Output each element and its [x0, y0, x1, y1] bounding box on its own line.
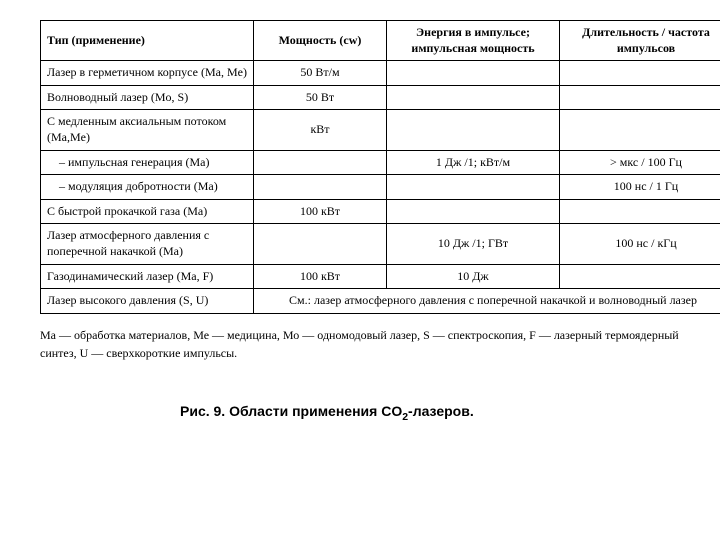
table-row: – импульсная генерация (Ма) 1 Дж /1; кВт… — [41, 150, 720, 175]
table-body: Лазер в герметичном корпусе (Ma, Me) 50 … — [41, 61, 720, 314]
cell-power: 100 кВт — [254, 199, 387, 224]
cell-duration — [560, 199, 720, 224]
figure-caption: Рис. 9. Области применения CO2-лазеров. — [180, 402, 580, 424]
cell-energy — [387, 61, 560, 86]
cell-power — [254, 150, 387, 175]
cell-type: Лазер атмосферного давления с поперечной… — [41, 224, 254, 264]
table-header-row: Тип (применение) Мощность (cw) Энергия в… — [41, 21, 720, 61]
col-header-duration: Длительность / частота импульсов — [560, 21, 720, 61]
cell-power: 50 Вт/м — [254, 61, 387, 86]
table-row: Лазер в герметичном корпусе (Ma, Me) 50 … — [41, 61, 720, 86]
cell-type: Волноводный лазер (Mo, S) — [41, 85, 254, 110]
cell-type: С быстрой прокачкой газа (Ма) — [41, 199, 254, 224]
laser-table: Тип (применение) Мощность (cw) Энергия в… — [40, 20, 720, 314]
table-row: С медленным аксиальным потоком (Ma,Me) к… — [41, 110, 720, 150]
legend-text: Ма — обработка материалов, Ме — медицина… — [40, 326, 680, 362]
table-row: Газодинамический лазер (Ma, F) 100 кВт 1… — [41, 264, 720, 289]
col-header-energy: Энергия в импульсе; импульсная мощность — [387, 21, 560, 61]
cell-duration: > мкс / 100 Гц — [560, 150, 720, 175]
cell-power: 50 Вт — [254, 85, 387, 110]
cell-energy — [387, 199, 560, 224]
cell-energy: 10 Дж /1; ГВт — [387, 224, 560, 264]
cell-duration — [560, 264, 720, 289]
cell-duration — [560, 61, 720, 86]
cell-duration: 100 нс / 1 Гц — [560, 175, 720, 200]
cell-power — [254, 175, 387, 200]
caption-prefix: Рис. 9. Области применения CO — [180, 403, 402, 419]
cell-energy — [387, 85, 560, 110]
cell-duration — [560, 85, 720, 110]
cell-type: Лазер в герметичном корпусе (Ma, Me) — [41, 61, 254, 86]
cell-merged-note: См.: лазер атмосферного давления с попер… — [254, 289, 720, 314]
table-row: Лазер высокого давления (S, U) См.: лазе… — [41, 289, 720, 314]
cell-type: – импульсная генерация (Ма) — [41, 150, 254, 175]
cell-power — [254, 224, 387, 264]
cell-energy: 1 Дж /1; кВт/м — [387, 150, 560, 175]
col-header-type: Тип (применение) — [41, 21, 254, 61]
cell-power: 100 кВт — [254, 264, 387, 289]
cell-power: кВт — [254, 110, 387, 150]
table-row: – модуляция добротности (Ma) 100 нс / 1 … — [41, 175, 720, 200]
cell-energy: 10 Дж — [387, 264, 560, 289]
table-row: С быстрой прокачкой газа (Ма) 100 кВт — [41, 199, 720, 224]
col-header-power: Мощность (cw) — [254, 21, 387, 61]
cell-energy — [387, 175, 560, 200]
cell-type: С медленным аксиальным потоком (Ma,Me) — [41, 110, 254, 150]
cell-duration: 100 нс / кГц — [560, 224, 720, 264]
cell-type: – модуляция добротности (Ma) — [41, 175, 254, 200]
cell-duration — [560, 110, 720, 150]
caption-suffix: -лазеров. — [408, 403, 474, 419]
table-row: Лазер атмосферного давления с поперечной… — [41, 224, 720, 264]
cell-type: Лазер высокого давления (S, U) — [41, 289, 254, 314]
cell-energy — [387, 110, 560, 150]
table-row: Волноводный лазер (Mo, S) 50 Вт — [41, 85, 720, 110]
cell-type: Газодинамический лазер (Ma, F) — [41, 264, 254, 289]
